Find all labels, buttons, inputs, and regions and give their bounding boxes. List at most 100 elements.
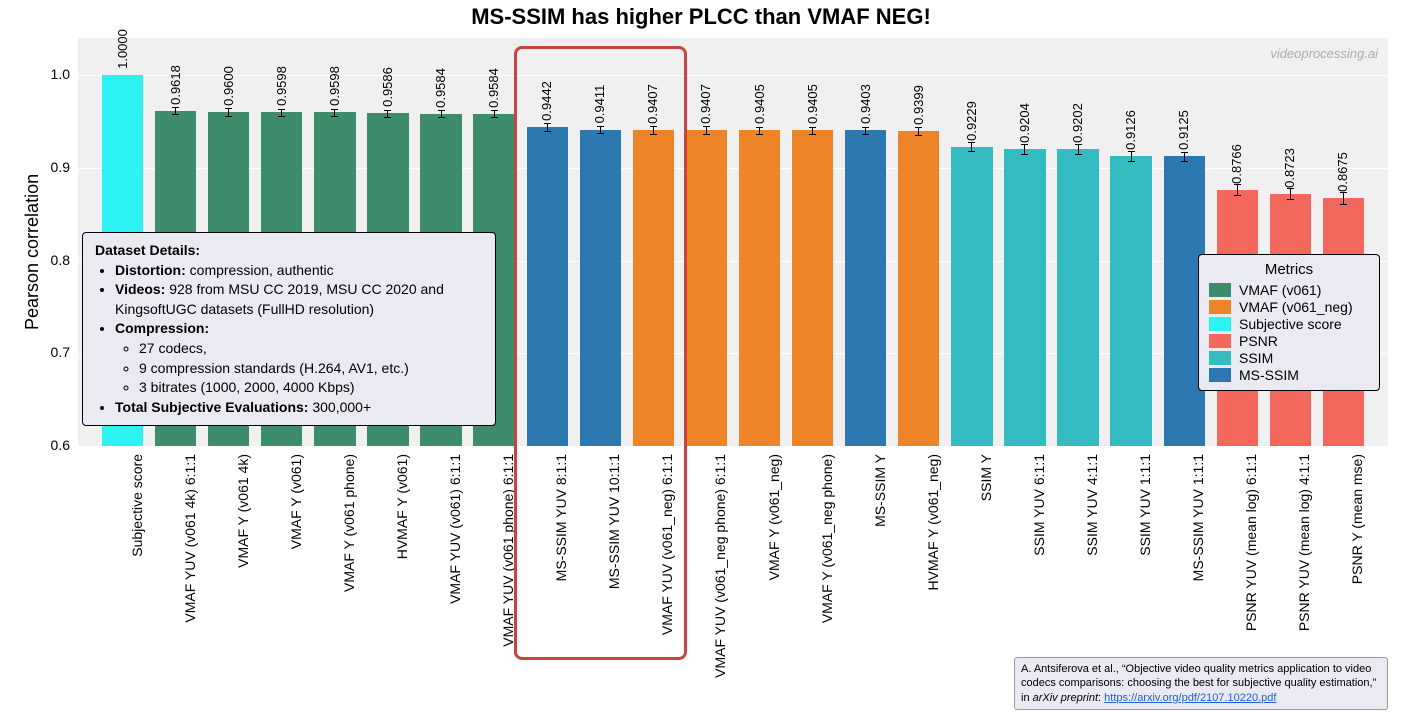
- error-bar-cap: [491, 117, 498, 118]
- x-tick-label: PSNR YUV (mean log) 4:1:1: [1296, 454, 1312, 631]
- bar-value-label: 0.9405: [805, 79, 821, 129]
- bar-value-label: 0.9618: [168, 60, 184, 110]
- error-bar-cap: [1234, 195, 1241, 196]
- bar-value-label: 0.9202: [1070, 98, 1086, 148]
- bar-value-label: 0.9204: [1017, 98, 1033, 148]
- y-tick-label: 0.8: [40, 252, 70, 268]
- bar-value-label: 0.9586: [380, 62, 396, 112]
- x-tick-label: VMAF Y (v061 4k): [235, 454, 251, 568]
- chart-container: MS-SSIM has higher PLCC than VMAF NEG! 0…: [0, 0, 1402, 720]
- x-tick-label: VMAF Y (v061 phone): [341, 454, 357, 592]
- bar-value-label: 0.8723: [1282, 143, 1298, 193]
- bar-value-label: 0.8675: [1335, 147, 1351, 197]
- x-tick-label: HVMAF Y (v061): [394, 454, 410, 559]
- chart-title: MS-SSIM has higher PLCC than VMAF NEG!: [0, 4, 1402, 30]
- error-bar-cap: [1021, 154, 1028, 155]
- legend-title: Metrics: [1209, 261, 1369, 278]
- bar-value-label: 0.9598: [274, 61, 290, 111]
- watermark: videoprocessing.ai: [1270, 46, 1378, 61]
- bar-value-label: 0.9126: [1123, 105, 1139, 155]
- error-bar-cap: [1128, 161, 1135, 162]
- legend-item: SSIM: [1209, 350, 1369, 366]
- bar: [951, 147, 992, 446]
- x-tick-label: VMAF YUV (v061 4k) 6:1:1: [182, 454, 198, 623]
- legend-swatch: [1209, 368, 1231, 382]
- legend-item: PSNR: [1209, 333, 1369, 349]
- x-tick-label: MS-SSIM YUV 1:1:1: [1190, 454, 1206, 581]
- bar: [739, 130, 780, 446]
- info-videos: Videos: 928 from MSU CC 2019, MSU CC 202…: [115, 280, 483, 319]
- x-tick-label: PSNR YUV (mean log) 6:1:1: [1243, 454, 1259, 631]
- info-title: Dataset Details:: [95, 242, 200, 258]
- legend-label: MS-SSIM: [1239, 367, 1299, 383]
- error-bar-cap: [809, 134, 816, 135]
- y-tick-label: 1.0: [40, 66, 70, 82]
- grid-line: [78, 446, 1388, 447]
- error-bar-cap: [278, 116, 285, 117]
- info-distortion: Distortion: compression, authentic: [115, 261, 483, 281]
- error-bar-cap: [1075, 154, 1082, 155]
- error-bar-cap: [331, 116, 338, 117]
- legend-item: VMAF (v061): [1209, 282, 1369, 298]
- x-tick-label: HVMAF Y (v061_neg): [925, 454, 941, 590]
- bar: [898, 131, 939, 446]
- bar-value-label: 0.9584: [433, 63, 449, 113]
- error-bar-cap: [1181, 161, 1188, 162]
- error-bar-cap: [225, 116, 232, 117]
- legend-swatch: [1209, 283, 1231, 297]
- legend-swatch: [1209, 300, 1231, 314]
- error-bar-cap: [968, 151, 975, 152]
- bar-value-label: 0.9598: [327, 61, 343, 111]
- x-tick-label: VMAF Y (v061): [288, 454, 304, 549]
- x-tick-label: PSNR Y (mean mse): [1349, 454, 1365, 584]
- bar-value-label: 0.8766: [1229, 139, 1245, 189]
- x-tick-label: MS-SSIM Y: [872, 454, 888, 527]
- error-bar-cap: [756, 134, 763, 135]
- legend-item: MS-SSIM: [1209, 367, 1369, 383]
- y-tick-label: 0.6: [40, 437, 70, 453]
- x-tick-label: VMAF Y (v061_neg): [766, 454, 782, 580]
- bar: [1057, 149, 1098, 446]
- citation-box: A. Antsiferova et al., “Objective video …: [1014, 657, 1388, 710]
- info-total: Total Subjective Evaluations: 300,000+: [115, 398, 483, 418]
- citation-journal: arXiv preprint: [1033, 692, 1098, 704]
- error-bar-cap: [384, 117, 391, 118]
- bar-value-label: 0.9600: [221, 61, 237, 111]
- legend-label: Subjective score: [1239, 316, 1342, 332]
- bar-value-label: 0.9399: [911, 80, 927, 130]
- x-tick-label: SSIM YUV 6:1:1: [1031, 454, 1047, 556]
- error-bar-cap: [915, 135, 922, 136]
- y-axis-label: Pearson correlation: [22, 174, 43, 330]
- error-bar-cap: [1287, 199, 1294, 200]
- bar-value-label: 0.9229: [964, 96, 980, 146]
- error-bar-cap: [438, 117, 445, 118]
- bar: [845, 130, 886, 446]
- legend-item: VMAF (v061_neg): [1209, 299, 1369, 315]
- bar-value-label: 0.9125: [1176, 105, 1192, 155]
- x-tick-label: Subjective score: [129, 454, 145, 557]
- bar-value-label: 1.0000: [115, 24, 131, 74]
- error-bar-cap: [703, 134, 710, 135]
- error-bar-cap: [172, 114, 179, 115]
- legend-label: VMAF (v061): [1239, 282, 1321, 298]
- citation-link[interactable]: https://arxiv.org/pdf/2107.10220.pdf: [1104, 692, 1276, 704]
- legend-label: VMAF (v061_neg): [1239, 299, 1353, 315]
- info-compression-item: 3 bitrates (1000, 2000, 4000 Kbps): [139, 378, 483, 398]
- bar: [686, 130, 727, 446]
- x-tick-label: VMAF YUV (v061) 6:1:1: [447, 454, 463, 604]
- x-tick-label: VMAF Y (v061_neg phone): [819, 454, 835, 623]
- legend-swatch: [1209, 351, 1231, 365]
- y-tick-label: 0.7: [40, 344, 70, 360]
- legend-swatch: [1209, 334, 1231, 348]
- error-bar-cap: [1340, 204, 1347, 205]
- info-compression-item: 9 compression standards (H.264, AV1, etc…: [139, 359, 483, 379]
- bar-value-label: 0.9405: [752, 79, 768, 129]
- info-compression: Compression: 27 codecs,9 compression sta…: [115, 319, 483, 397]
- error-bar-cap: [862, 134, 869, 135]
- x-tick-label: VMAF YUV (v061_neg phone) 6:1:1: [712, 454, 728, 678]
- legend-label: SSIM: [1239, 350, 1273, 366]
- x-tick-label: SSIM YUV 1:1:1: [1137, 454, 1153, 556]
- legend: Metrics VMAF (v061)VMAF (v061_neg)Subjec…: [1198, 254, 1380, 391]
- bar: [1004, 149, 1045, 446]
- x-tick-label: SSIM YUV 4:1:1: [1084, 454, 1100, 556]
